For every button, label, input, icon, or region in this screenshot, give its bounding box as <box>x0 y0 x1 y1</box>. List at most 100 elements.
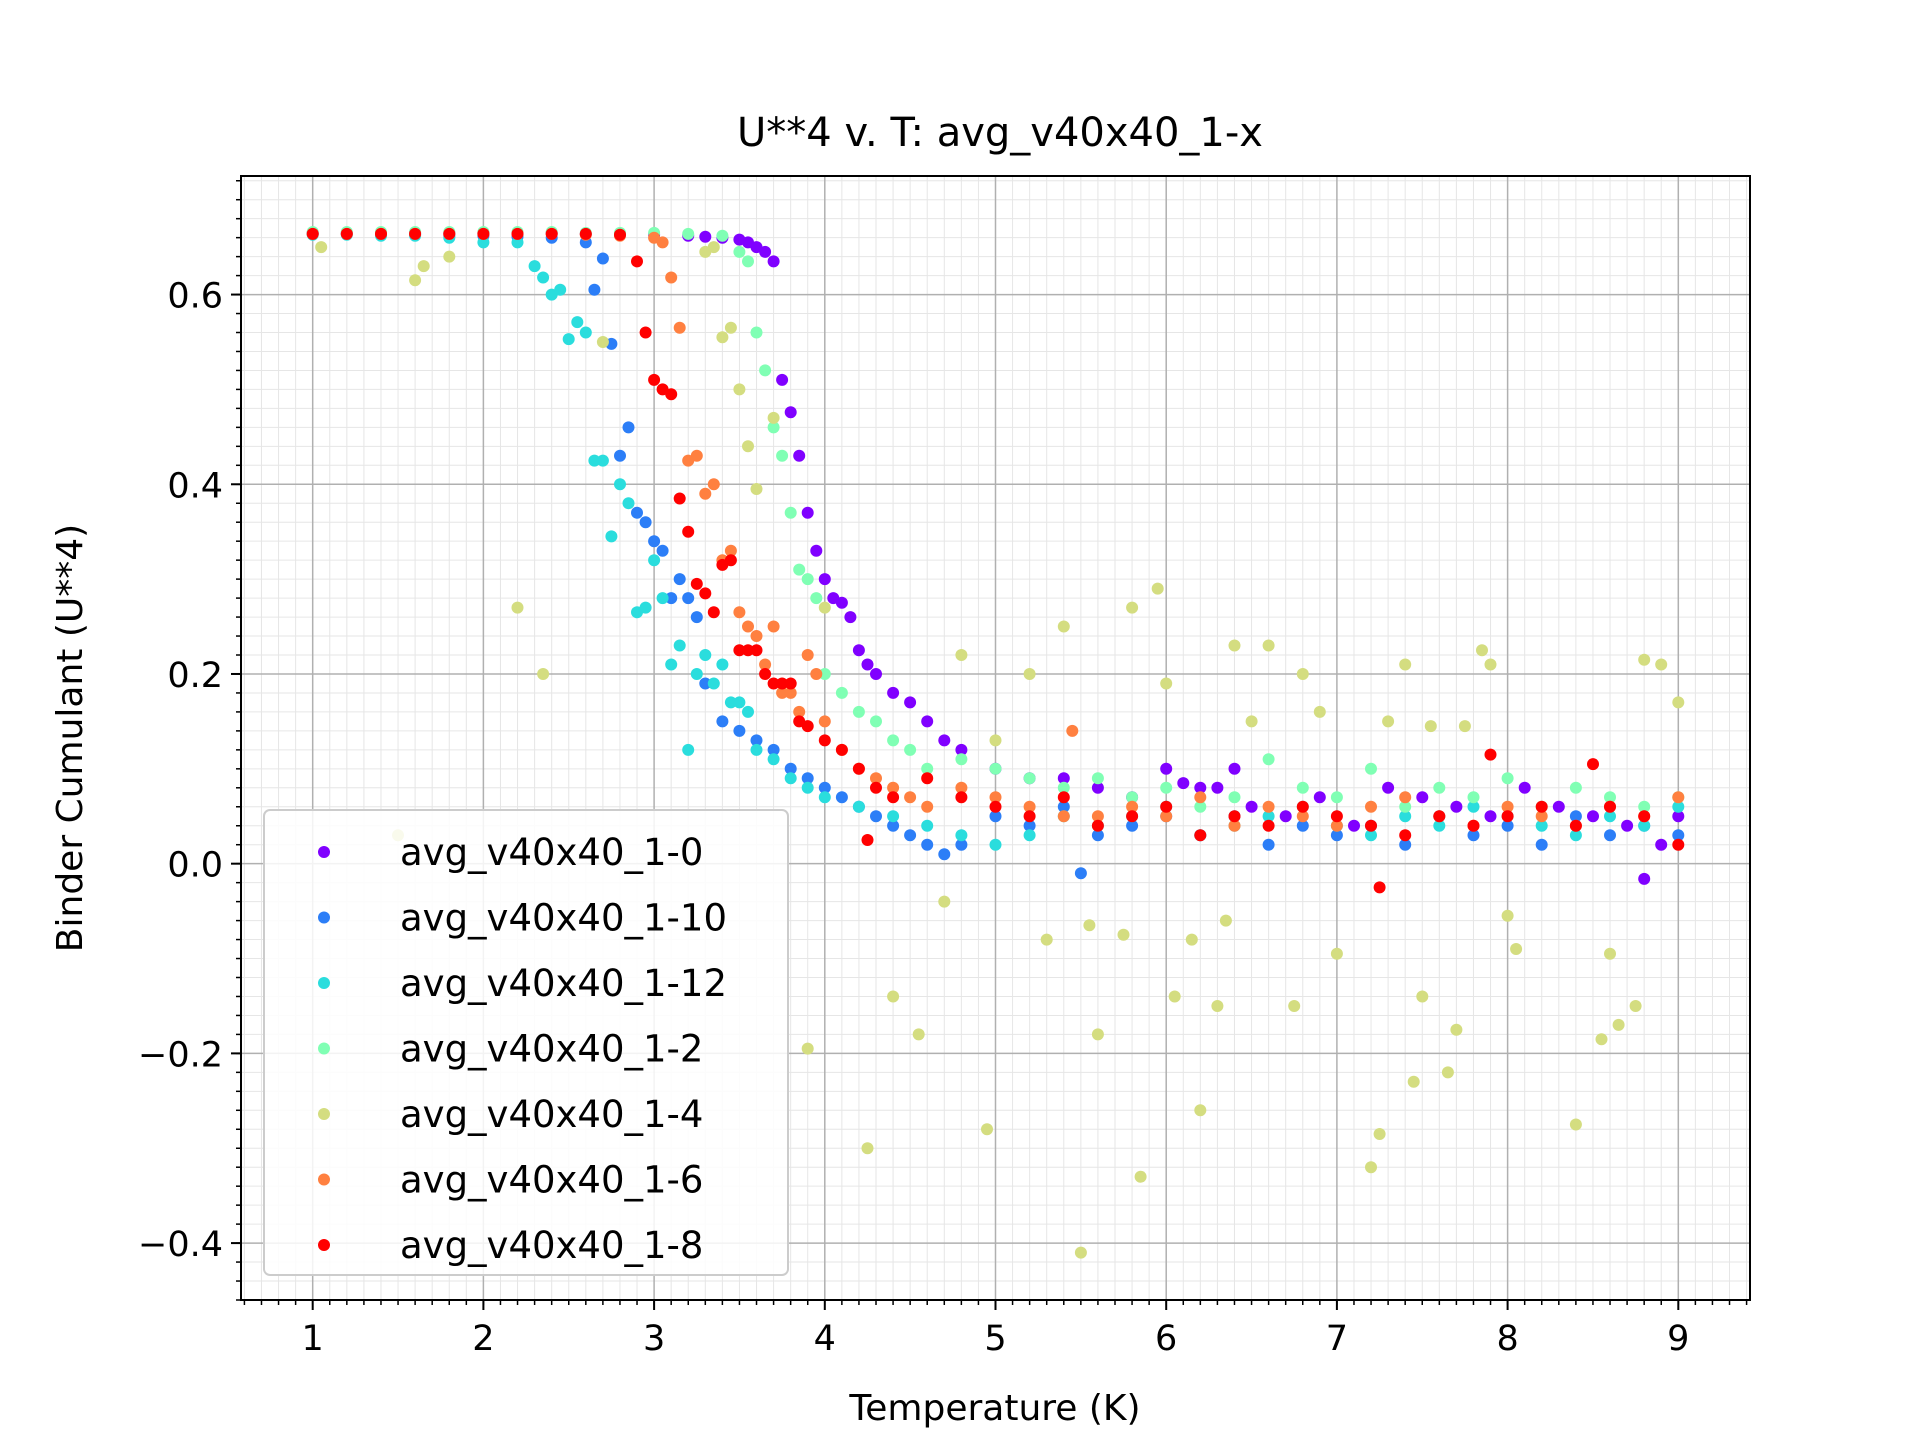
data-point <box>1365 829 1377 842</box>
data-point <box>579 326 592 339</box>
data-point <box>1091 810 1104 823</box>
data-point <box>665 271 678 284</box>
data-point <box>716 331 729 344</box>
legend-label: avg_v40x40_1-2 <box>400 1028 703 1071</box>
data-point <box>818 781 831 794</box>
x-tick-label: 5 <box>984 1319 1006 1359</box>
data-point <box>1604 800 1616 813</box>
data-point <box>767 255 780 268</box>
data-point <box>690 449 703 462</box>
x-tick-label: 8 <box>1496 1319 1518 1359</box>
data-point <box>904 829 917 842</box>
data-point <box>1476 644 1488 657</box>
data-point <box>588 454 601 467</box>
data-point <box>1604 947 1616 960</box>
data-point <box>1569 829 1582 842</box>
data-point <box>1194 829 1207 842</box>
data-point <box>665 658 678 671</box>
data-point <box>1330 819 1343 832</box>
data-points <box>306 226 1685 1259</box>
data-point <box>1091 781 1104 794</box>
data-point <box>835 596 848 609</box>
data-point <box>682 227 695 240</box>
data-point <box>938 848 951 861</box>
data-point <box>554 283 567 296</box>
data-point <box>306 227 319 240</box>
data-point <box>1211 1000 1224 1012</box>
data-point <box>852 705 865 718</box>
data-point <box>1023 810 1036 823</box>
data-point <box>622 497 635 510</box>
data-point <box>673 639 686 652</box>
data-point <box>1211 781 1224 794</box>
data-point <box>767 753 780 766</box>
data-point <box>1638 872 1651 885</box>
data-point <box>1569 781 1582 794</box>
data-point <box>801 720 814 733</box>
data-point <box>1535 838 1548 851</box>
data-point <box>665 388 678 401</box>
data-point <box>1313 791 1326 804</box>
legend-marker <box>318 1173 330 1186</box>
data-point <box>1296 668 1309 680</box>
data-point <box>759 658 772 671</box>
data-point <box>1194 1104 1207 1117</box>
data-point <box>733 644 746 657</box>
y-tick-label: 0.4 <box>167 466 223 506</box>
data-point <box>1672 696 1685 709</box>
series-points <box>315 241 1685 1259</box>
data-point <box>955 781 968 794</box>
data-point <box>1330 791 1343 804</box>
data-point <box>571 316 584 329</box>
data-point <box>989 810 1002 823</box>
data-point <box>989 800 1002 813</box>
data-point <box>750 734 763 747</box>
data-point <box>1296 800 1309 813</box>
data-point <box>1074 1246 1087 1259</box>
data-point <box>784 677 797 690</box>
data-point <box>870 810 882 823</box>
data-point <box>1245 715 1258 728</box>
data-point <box>724 696 737 709</box>
data-point <box>1126 800 1139 813</box>
data-point <box>1467 829 1480 842</box>
data-point <box>682 592 695 605</box>
data-point <box>1629 1000 1642 1012</box>
data-point <box>682 743 695 756</box>
data-point <box>1160 800 1173 813</box>
data-point <box>690 611 703 624</box>
data-point <box>733 606 746 619</box>
data-point <box>1279 810 1292 823</box>
data-point <box>1348 819 1360 832</box>
data-point <box>1330 810 1343 823</box>
data-point <box>776 449 789 462</box>
data-point <box>801 1042 814 1055</box>
data-point <box>921 772 934 785</box>
data-point <box>1160 781 1173 794</box>
data-point <box>844 611 857 624</box>
data-point <box>690 577 703 590</box>
data-point <box>1160 810 1173 823</box>
data-point <box>1518 781 1531 794</box>
data-point <box>1228 810 1241 823</box>
data-point <box>699 587 712 600</box>
data-point <box>699 230 712 243</box>
axes: 1 2 3 4 5 6 7 8 9 −0.4 −0.2 0.0 0.2 0.4 0.6 <box>138 179 1748 1359</box>
data-point <box>1569 810 1582 823</box>
data-point <box>1587 758 1599 771</box>
data-point <box>1262 800 1275 813</box>
x-tick-label: 9 <box>1667 1319 1689 1359</box>
data-point <box>955 838 968 851</box>
data-point <box>605 530 618 543</box>
data-point <box>1638 653 1651 666</box>
data-point <box>1313 705 1326 718</box>
data-point <box>1399 838 1412 851</box>
data-point <box>767 743 780 756</box>
data-point <box>861 1142 874 1155</box>
data-point <box>1296 819 1309 832</box>
y-tick-label: 0.2 <box>167 656 223 696</box>
legend-marker <box>318 1042 330 1055</box>
data-point <box>1228 762 1241 775</box>
x-tick-label: 6 <box>1155 1319 1177 1359</box>
